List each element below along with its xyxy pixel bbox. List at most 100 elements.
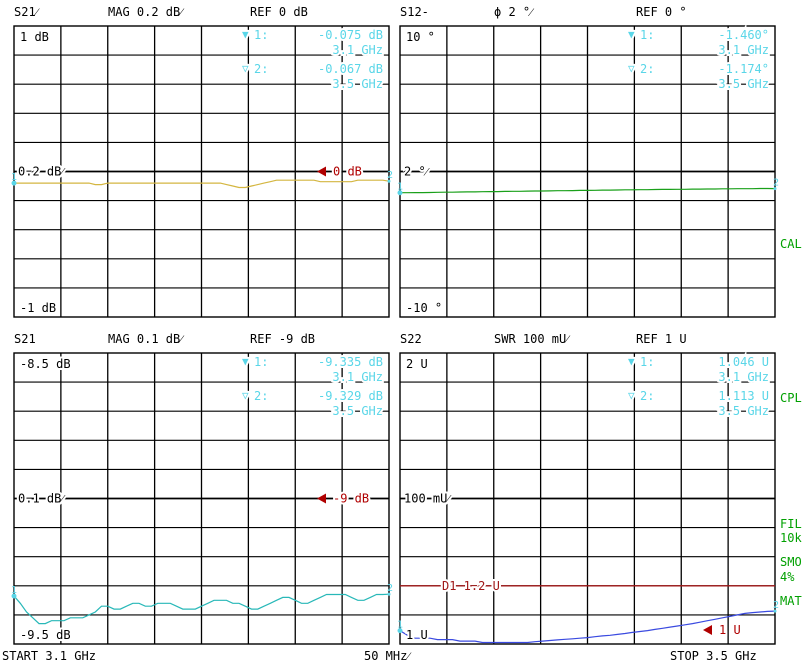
panel-param-label: S12- <box>400 5 429 19</box>
panel-format-label: SWR 100 mU⁄ <box>494 332 571 346</box>
panel-format-label: ϕ 2 °⁄ <box>494 5 535 19</box>
frequency-footer: START 3.1 GHz 50 MHz⁄ STOP 3.5 GHz <box>2 649 757 663</box>
graticule <box>399 352 776 645</box>
reference-marker-arrow <box>703 625 712 635</box>
cpl-indicator: CPL <box>780 391 802 405</box>
marker-2-index: 2: <box>640 62 654 76</box>
marker-2-freq: 3.5 GHz <box>332 404 383 418</box>
panel-s22-swr-bottom: S22 SWR 100 mU⁄ REF 1 U 12 2 U 100 mU⁄ 1… <box>397 332 779 645</box>
top-scale-label: 1 dB <box>20 30 49 44</box>
trace-marker-2-tag: 2 <box>773 600 779 611</box>
trace-marker-2-tag: 2 <box>387 170 393 181</box>
marker-1-symbol: ▼ <box>628 28 635 41</box>
panel-format-label: MAG 0.1 dB⁄ <box>108 332 185 346</box>
panel-format-label: MAG 0.2 dB⁄ <box>108 5 185 19</box>
marker-1-value: 1.046 U <box>718 355 769 369</box>
marker-1-value: -9.335 dB <box>318 355 383 369</box>
fil-value: 10k <box>780 531 802 545</box>
trace-marker-1-tag: 1 <box>11 172 17 183</box>
frequency-span: 50 MHz⁄ <box>364 649 412 663</box>
marker-2-value: -1.174° <box>718 62 769 76</box>
marker-1-symbol: ▼ <box>242 28 249 41</box>
bottom-scale-label: -9.5 dB <box>20 628 71 642</box>
marker-1-value: -1.460° <box>718 28 769 42</box>
marker-1-freq: 3.1 GHz <box>718 43 769 57</box>
marker-2-freq: 3.5 GHz <box>332 77 383 91</box>
marker-1-freq: 3.1 GHz <box>332 370 383 384</box>
stop-frequency: STOP 3.5 GHz <box>670 649 757 663</box>
trace-marker-1-dot <box>397 190 403 196</box>
marker-2-index: 2: <box>254 62 268 76</box>
trace-marker-1-dot <box>397 628 403 634</box>
top-scale-label: -8.5 dB <box>20 357 71 371</box>
bottom-scale-label: 1 U <box>406 628 428 642</box>
top-scale-label: 2 U <box>406 357 428 371</box>
marker-1-symbol: ▼ <box>242 355 249 368</box>
bottom-scale-label: -1 dB <box>20 301 56 315</box>
marker-2-value: -0.067 dB <box>318 62 383 76</box>
graticule <box>13 25 390 318</box>
graticule <box>399 25 776 318</box>
mat-indicator: MAT <box>780 594 802 608</box>
marker-2-symbol: ▽ <box>628 389 635 402</box>
marker-2-symbol: ▽ <box>242 62 249 75</box>
panel-ref-label: REF -9 dB <box>250 332 315 346</box>
marker-2-index: 2: <box>640 389 654 403</box>
marker-2-value: -9.329 dB <box>318 389 383 403</box>
smo-value: 4% <box>780 570 795 584</box>
trace-marker-1-dot <box>11 593 17 599</box>
fil-indicator: FIL <box>780 517 802 531</box>
marker-1-freq: 3.1 GHz <box>718 370 769 384</box>
start-frequency: START 3.1 GHz <box>2 649 96 663</box>
panel-param-label: S22 <box>400 332 422 346</box>
mid-scale-label: 100 mU⁄ <box>404 492 452 506</box>
side-status-labels: CAL CPL FIL 10k SMO 4% MAT <box>780 237 802 608</box>
reference-value-label: 1 U <box>719 623 741 637</box>
reference-marker-arrow <box>317 493 326 504</box>
reference-marker-arrow <box>317 166 326 177</box>
marker-1-symbol: ▼ <box>628 355 635 368</box>
trace-marker-2-tag: 2 <box>773 178 779 189</box>
trace-marker-1-dot <box>11 180 17 186</box>
trace-marker-1-tag: 1 <box>11 585 17 596</box>
mid-scale-label: 0.2 dB⁄ <box>18 165 66 179</box>
panel-ref-label: REF 0 ° <box>636 5 687 19</box>
trace-marker-2-tag: 2 <box>387 583 393 594</box>
smo-indicator: SMO <box>780 555 802 569</box>
trace-line <box>400 187 776 194</box>
trace-marker-2-dot <box>773 187 777 191</box>
marker-1-index: 1: <box>640 28 654 42</box>
reference-value-label: -9 dB <box>333 492 369 506</box>
top-scale-label: 10 ° <box>406 30 435 44</box>
marker-1-index: 1: <box>254 355 268 369</box>
trace-line <box>399 610 776 644</box>
marker-1-freq: 3.1 GHz <box>332 43 383 57</box>
mid-scale-label: 2 °⁄ <box>404 165 431 179</box>
limit-line-label: D1 1.2 U <box>442 579 500 593</box>
marker-2-symbol: ▽ <box>242 389 249 402</box>
graticule <box>13 352 390 645</box>
marker-2-symbol: ▽ <box>628 62 635 75</box>
panel-ref-label: REF 1 U <box>636 332 687 346</box>
measurement-trace: 12 <box>397 600 779 644</box>
marker-2-freq: 3.5 GHz <box>718 404 769 418</box>
trace-marker-2-dot <box>773 609 777 613</box>
trace-line <box>14 179 390 189</box>
trace-line <box>13 593 390 625</box>
trace-marker-1-tag: 1 <box>397 182 403 193</box>
trace-marker-2-dot <box>387 592 391 596</box>
reference-value-label: 0 dB <box>333 165 362 179</box>
trace-marker-1-tag: 1 <box>397 620 403 631</box>
mid-scale-label: 0.1 dB⁄ <box>18 492 66 506</box>
marker-1-index: 1: <box>254 28 268 42</box>
marker-1-value: -0.075 dB <box>318 28 383 42</box>
trace-marker-2-dot <box>387 179 391 183</box>
bottom-scale-label: -10 ° <box>406 301 442 315</box>
marker-1-index: 1: <box>640 355 654 369</box>
